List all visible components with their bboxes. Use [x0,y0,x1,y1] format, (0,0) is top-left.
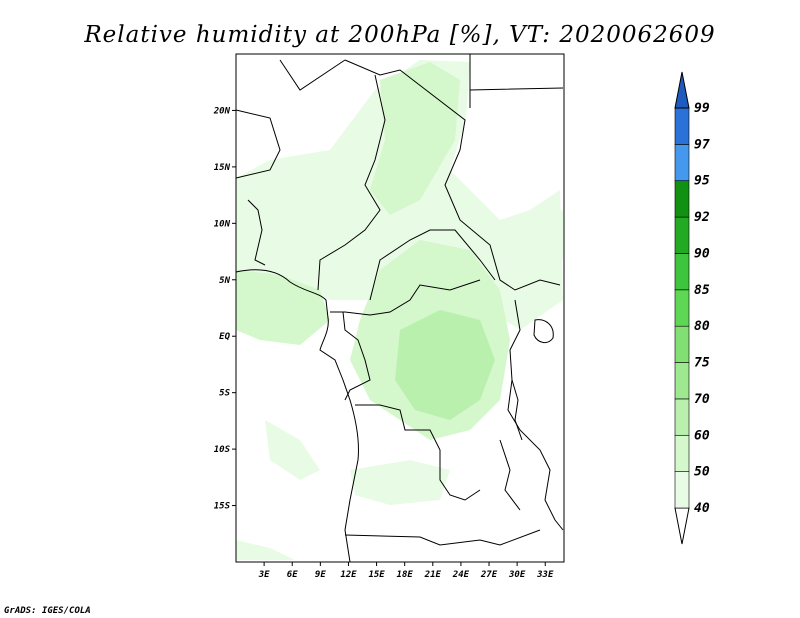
map-panel: 20N 15N 10N 5N EQ 5S 10S 15S 3E 6E 9E 12E 15E 18E 21E… [213,53,565,580]
colorbar-label: 50 [694,465,710,480]
lon-tick-label: 6E [287,570,298,580]
lon-tick-label: 3E [258,570,270,580]
border-car [369,229,496,301]
colorbar-bin [674,180,690,218]
shade-south [350,460,450,505]
lat-tick-label: 10S [214,445,231,455]
lon-tick-label: 30E [508,570,526,580]
lon-tick-label: 15E [368,570,385,580]
border-north-1 [279,59,346,91]
border-chad-niger [317,74,386,291]
colorbar-bin [674,253,690,291]
lon-tick-label: 27E [480,570,498,580]
lon-tick-label: 21E [424,570,442,580]
colorbar-bin [674,398,690,436]
colorbar-bin [674,434,690,472]
lake-victoria [533,319,554,343]
lat-tick-label: 5S [219,389,230,399]
lon-tick-label: 18E [397,570,414,580]
colorbar-bin [674,107,690,145]
lat-tick-label: 15N [214,163,231,173]
coastline-west [235,269,359,563]
shade-southwest [265,420,320,480]
lake-tanganyika [511,379,523,441]
lat-tick-label: 20N [213,106,231,116]
colorbar-label: 60 [694,428,710,443]
colorbar: 40 50 60 70 75 80 85 90 92 95 97 99 [674,71,710,545]
border-gabon-congo [342,311,371,401]
lat-tick-label: EQ [219,332,230,342]
colorbar-bin [674,362,690,400]
map-title: Relative humidity at 200hPa [%], VT: 202… [83,22,715,48]
longitude-axis: 3E 6E 9E 12E 15E 18E 21E 24E 27E 30E 33E [258,562,554,580]
border-west-strip [247,199,266,266]
colorbar-bin [674,216,690,254]
colorbar-label: 92 [694,210,710,225]
shade-core-moist [395,310,495,420]
border-drc-angola [355,404,481,501]
border-east [507,299,564,531]
country-borders [235,54,564,563]
lon-tick-label: 33E [536,570,554,580]
colorbar-label: 99 [694,101,710,116]
colorbar-bin [674,289,690,327]
latitude-axis: 20N 15N 10N 5N EQ 5S 10S 15S [213,106,236,512]
colorbar-bin [674,144,690,182]
shade-southwest-corner [236,540,295,560]
colorbar-label: 90 [694,246,710,261]
map-frame [235,53,565,563]
border-sahel [344,59,561,291]
lat-tick-label: 5N [219,276,230,286]
credit-label: GrADS: IGES/COLA [4,606,91,616]
colorbar-label: 85 [694,283,710,298]
border-north-2 [235,109,281,179]
shade-east-patch [540,210,563,260]
shade-north-band [370,62,460,215]
lat-tick-label: 10N [214,219,231,229]
lat-tick-label: 15S [214,502,231,512]
colorbar-label: 40 [694,501,710,516]
lon-tick-label: 12E [340,570,357,580]
shade-west-coast [236,270,330,345]
border-cameroon [330,279,481,316]
colorbar-label: 75 [694,356,710,371]
colorbar-label: 70 [694,392,710,407]
colorbar-label: 95 [694,174,710,189]
lon-tick-label: 9E [315,570,326,580]
colorbar-label: 80 [694,319,710,334]
colorbar-bin [674,325,690,363]
colorbar-bin [674,471,690,509]
border-angola-south [344,529,541,546]
humidity-shading [236,60,563,560]
colorbar-label: 97 [694,137,710,152]
lon-tick-label: 24E [452,570,470,580]
border-east-2 [499,439,521,511]
border-northeast [469,54,564,108]
colorbar-under-triangle [674,507,690,545]
colorbar-over-triangle [674,71,690,109]
